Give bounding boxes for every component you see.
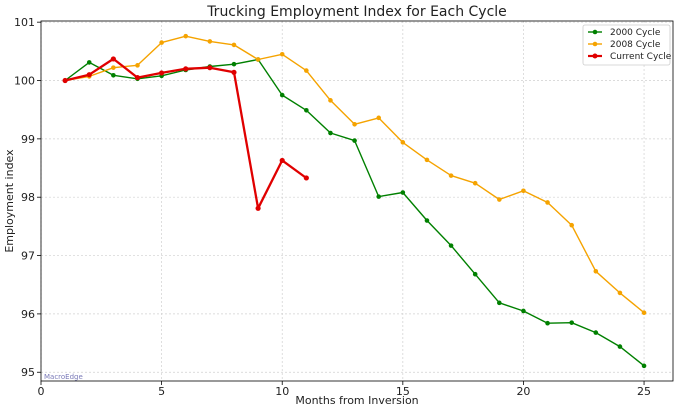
y-tick-label: 95 <box>21 366 35 379</box>
data-point-2008-cycle <box>545 200 550 205</box>
data-point-current-cycle <box>303 175 309 181</box>
data-point-2000-cycle <box>497 300 502 306</box>
legend-label-current-cycle: Current Cycle <box>610 52 672 62</box>
data-point-2008-cycle <box>641 310 647 316</box>
data-point-2008-cycle <box>497 197 502 202</box>
y-axis-label: Employment index <box>3 149 16 253</box>
data-point-2008-cycle <box>569 222 574 228</box>
y-tick-label: 100 <box>14 75 35 88</box>
data-point-2000-cycle <box>593 330 599 335</box>
x-tick-label: 25 <box>637 385 651 398</box>
data-point-2008-cycle <box>304 68 309 73</box>
legend-label-2008-cycle: 2008 Cycle <box>610 40 661 50</box>
x-tick-label: 5 <box>158 385 165 398</box>
data-point-2000-cycle <box>352 138 357 143</box>
x-tick-label: 15 <box>396 385 410 398</box>
legend-marker-2000-cycle <box>592 29 598 35</box>
y-tick-label: 98 <box>21 191 35 204</box>
y-tick-label: 96 <box>21 308 35 321</box>
data-point-2008-cycle <box>376 115 382 121</box>
data-point-current-cycle <box>231 69 237 75</box>
y-tick-label: 97 <box>21 250 35 263</box>
data-point-current-cycle <box>86 72 92 78</box>
data-point-2000-cycle <box>521 308 526 314</box>
x-tick-label: 10 <box>275 385 289 398</box>
data-point-2008-cycle <box>135 63 140 68</box>
data-point-2000-cycle <box>111 72 116 78</box>
data-point-current-cycle <box>183 66 189 72</box>
data-point-current-cycle <box>134 74 141 81</box>
data-point-2008-cycle <box>279 51 285 57</box>
data-point-2000-cycle <box>400 190 406 195</box>
data-point-2000-cycle <box>569 320 574 325</box>
data-point-2000-cycle <box>545 320 550 326</box>
data-point-2008-cycle <box>448 173 454 178</box>
data-point-current-cycle <box>255 205 261 211</box>
data-point-2000-cycle <box>376 194 382 199</box>
data-point-2008-cycle <box>207 39 213 44</box>
legend-marker-2008-cycle <box>592 41 598 47</box>
y-tick-label: 99 <box>21 133 35 146</box>
data-point-2000-cycle <box>86 60 92 65</box>
data-point-2000-cycle <box>617 344 623 349</box>
data-point-2008-cycle <box>328 98 333 103</box>
x-tick-label: 20 <box>516 385 530 398</box>
data-point-2008-cycle <box>183 33 189 39</box>
data-point-2008-cycle <box>472 180 478 186</box>
data-point-2000-cycle <box>424 218 430 223</box>
data-point-current-cycle <box>62 77 68 84</box>
data-point-2008-cycle <box>424 157 430 163</box>
axis-ticks: 0 5 10 15 20 25 95 96 97 98 99 100 101 <box>14 16 651 398</box>
data-point-2000-cycle <box>472 271 478 277</box>
legend-box <box>582 24 671 66</box>
data-point-2008-cycle <box>255 57 261 62</box>
y-tick-label: 101 <box>14 16 35 29</box>
data-point-2008-cycle <box>400 140 406 145</box>
series-layer <box>62 33 647 369</box>
legend-label-2000-cycle: 2000 Cycle <box>610 28 661 38</box>
chart-title: Trucking Employment Index for Each Cycle <box>206 4 507 20</box>
data-point-2000-cycle <box>279 92 285 98</box>
data-point-2008-cycle <box>159 40 164 45</box>
data-point-2000-cycle <box>231 61 237 67</box>
data-point-2008-cycle <box>617 290 623 296</box>
watermark: MacroEdge <box>44 373 83 381</box>
x-tick-label: 0 <box>38 385 45 398</box>
data-point-current-cycle <box>110 56 116 62</box>
data-point-2008-cycle <box>593 269 599 274</box>
legend: 2000 Cycle 2008 Cycle Current Cycle <box>582 24 672 66</box>
grid <box>40 21 673 381</box>
data-point-2000-cycle <box>304 107 309 113</box>
data-point-2008-cycle <box>521 188 526 194</box>
x-axis-label: Months from Inversion <box>295 394 418 407</box>
plot-frame <box>40 20 674 382</box>
data-point-2008-cycle <box>231 42 237 48</box>
data-point-current-cycle <box>159 70 165 76</box>
legend-marker-current-cycle <box>592 53 598 59</box>
data-point-2008-cycle <box>352 121 357 127</box>
data-point-2008-cycle <box>111 65 116 70</box>
data-point-current-cycle <box>207 65 213 71</box>
data-point-2000-cycle <box>448 243 454 248</box>
data-point-current-cycle <box>279 157 285 164</box>
data-point-2000-cycle <box>641 363 647 369</box>
data-point-2000-cycle <box>328 130 333 136</box>
